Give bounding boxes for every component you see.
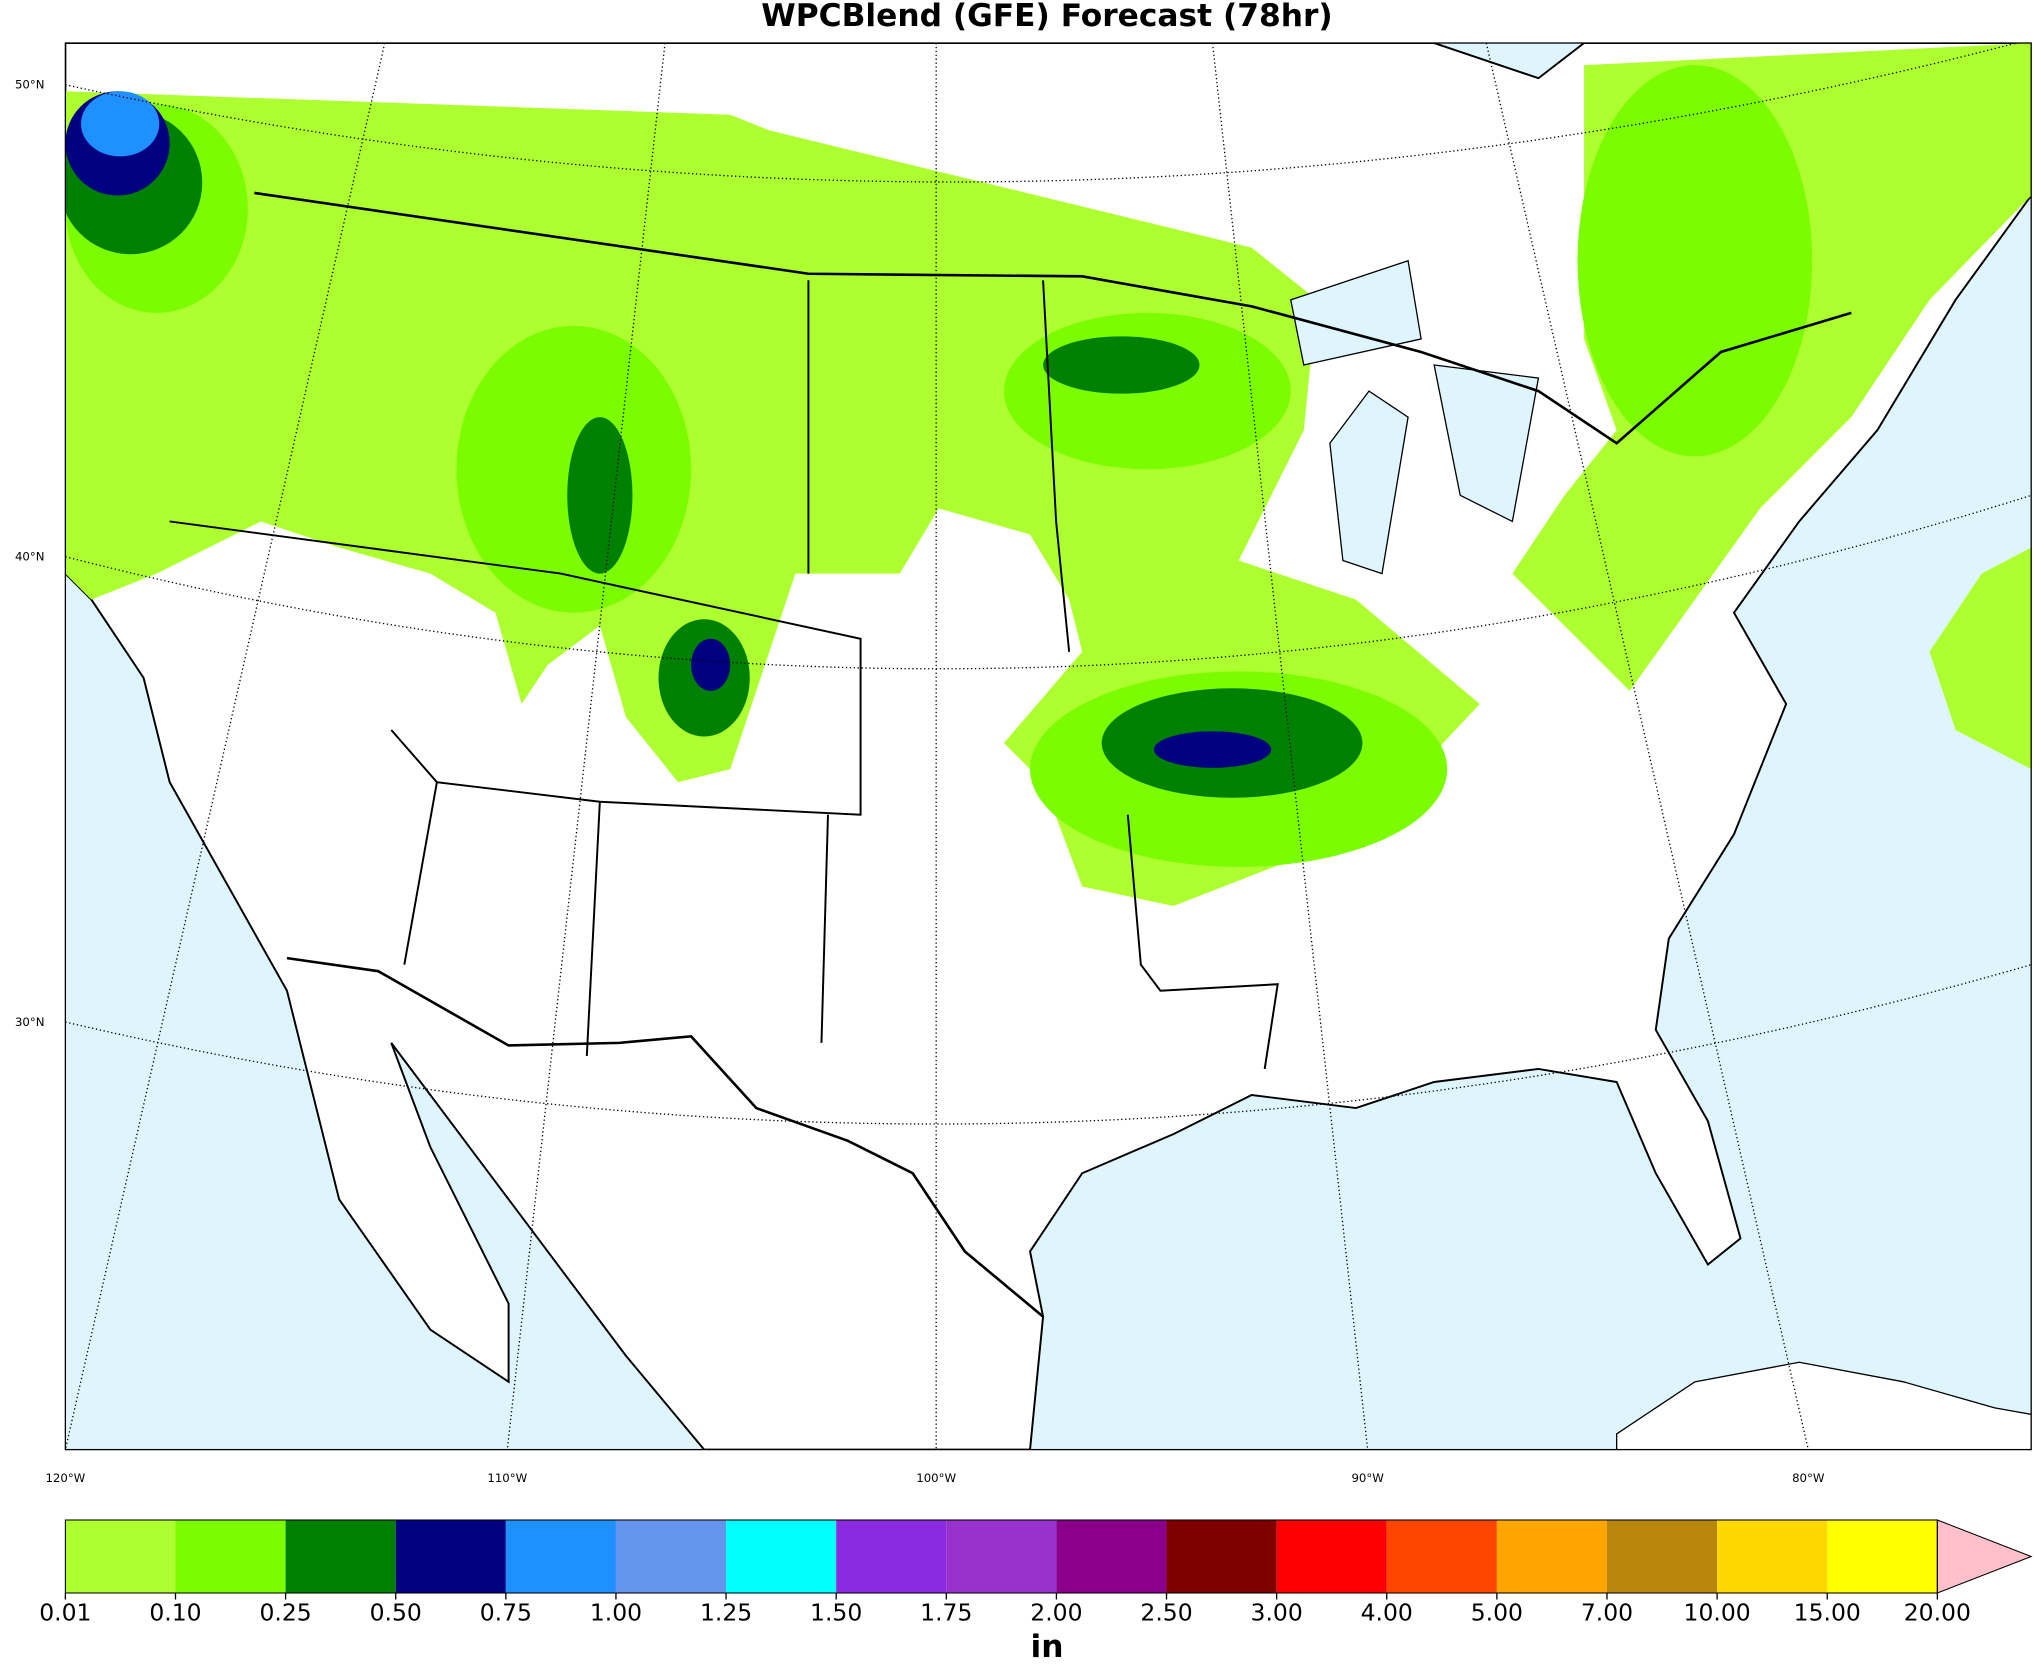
colorbar-label: 15.00 <box>1794 1598 1861 1626</box>
colorbar-label: 1.25 <box>700 1598 752 1626</box>
lakes <box>1290 259 1540 575</box>
map-frame <box>64 42 2032 1451</box>
colorbar-box <box>65 1519 176 1593</box>
colorbar-box <box>1386 1519 1497 1593</box>
colorbar-box <box>1166 1519 1277 1593</box>
title: WPCBlend (GFE) Forecast (78hr) <box>761 0 1333 34</box>
lon-label: 110°W <box>487 1471 527 1485</box>
colorbar-label: 10.00 <box>1684 1598 1751 1626</box>
colorbar-label: 0.01 <box>39 1598 91 1626</box>
colorbar-label: 20.00 <box>1904 1598 1971 1626</box>
colorbar-box <box>946 1519 1057 1593</box>
colorbar-label: 2.50 <box>1140 1598 1192 1626</box>
colorbar-label: 4.00 <box>1361 1598 1413 1626</box>
precip-5 <box>81 91 160 157</box>
colorbar-label: 1.75 <box>920 1598 972 1626</box>
colorbar-label: 7.00 <box>1581 1598 1633 1626</box>
colorbar-box <box>395 1519 506 1593</box>
colorbar-box <box>1496 1519 1607 1593</box>
colorbar-label: 3.00 <box>1251 1598 1303 1626</box>
colorbar-frame <box>64 1519 1938 1594</box>
lat-label: 40°N <box>15 550 45 564</box>
colorbar-label: 2.00 <box>1030 1598 1082 1626</box>
colorbar-box <box>505 1519 616 1593</box>
map <box>64 42 2032 1451</box>
colorbar-box <box>175 1519 286 1593</box>
colorbar-box <box>1717 1519 1828 1593</box>
borders <box>254 191 1852 1318</box>
colorbar-label: 1.50 <box>810 1598 862 1626</box>
graticule <box>65 43 2032 1450</box>
colorbar-box <box>1276 1519 1387 1593</box>
colorbar-label: 0.25 <box>259 1598 311 1626</box>
colorbar-box <box>726 1519 837 1593</box>
colorbar-label: 5.00 <box>1471 1598 1523 1626</box>
colorbar-unit: in <box>1030 1629 1063 1665</box>
colorbar-label: 0.75 <box>480 1598 532 1626</box>
colorbar-label: 0.10 <box>149 1598 201 1626</box>
states <box>169 280 1279 1070</box>
lat-label: 50°N <box>15 78 45 92</box>
cuba <box>1616 1361 2032 1450</box>
lon-label: 120°W <box>45 1471 85 1485</box>
colorbar-label: 0.50 <box>370 1598 422 1626</box>
colorbar-box <box>615 1519 727 1593</box>
lon-label: 80°W <box>1792 1471 1825 1485</box>
lon-label: 100°W <box>916 1471 956 1485</box>
lat-label: 30°N <box>15 1015 45 1029</box>
colorbar-label: 1.00 <box>590 1598 642 1626</box>
colorbar-box <box>1606 1519 1718 1593</box>
colorbar-extend <box>1936 1519 2033 1594</box>
lon-label: 90°W <box>1351 1471 1384 1485</box>
colorbar-box <box>1056 1519 1167 1593</box>
colorbar-box <box>836 1519 947 1593</box>
colorbar-box <box>285 1519 396 1593</box>
colorbar-box <box>1827 1519 1938 1593</box>
